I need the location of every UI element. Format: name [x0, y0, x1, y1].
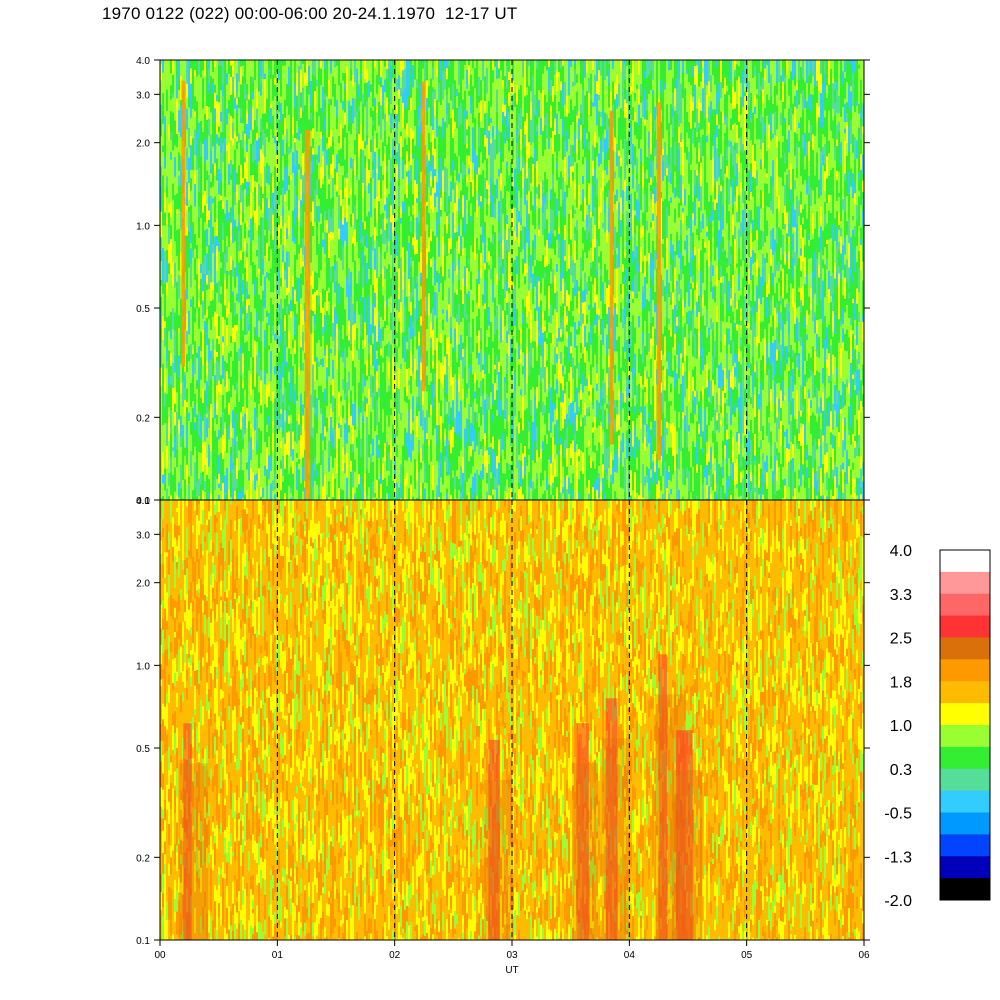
streak — [304, 129, 311, 500]
y-tick-label: 4.0 — [136, 496, 150, 507]
hotspot-halo — [572, 763, 598, 940]
colorbar-label: 3.3 — [890, 587, 912, 604]
colorbar-label: -1.3 — [884, 849, 912, 866]
x-tick-label: 03 — [506, 950, 518, 961]
colorbar-label: 4.0 — [890, 543, 912, 560]
colorbar-swatch — [940, 659, 990, 682]
colorbar-swatch — [940, 790, 990, 813]
chart-title: 1970 0122 (022) 00:00-06:00 20-24.1.1970… — [102, 4, 517, 24]
y-tick-label: 4.0 — [136, 56, 150, 67]
hotspot-halo — [601, 738, 631, 940]
hotspot — [576, 723, 589, 940]
colorbar-swatch — [940, 637, 990, 660]
upper-spectrogram-panel — [160, 60, 864, 500]
colorbar-label: -2.0 — [884, 893, 912, 910]
colorbar-label: 1.8 — [890, 674, 912, 691]
y-tick-label: 0.1 — [136, 496, 150, 507]
colorbar-swatch — [940, 703, 990, 726]
hotspot — [605, 698, 618, 940]
x-tick-label: 05 — [741, 950, 753, 961]
colorbar-frame — [939, 549, 991, 901]
colorbar-swatch — [940, 725, 990, 748]
hotspot-halo — [484, 779, 514, 940]
streak — [656, 102, 661, 461]
colorbar-swatch — [940, 615, 990, 638]
colorbar-swatch — [940, 812, 990, 835]
colorbar-swatch — [940, 768, 990, 792]
colorbar: 4.0 3.3 2.5 1.8 1.0 0.3 -0.5 -1.3 -2.0 — [884, 543, 991, 910]
y-tick-label: 0.1 — [136, 936, 150, 947]
x-axis-label: UT — [505, 965, 518, 976]
colorbar-swatch — [940, 856, 990, 879]
streak — [181, 80, 186, 367]
x-tick-label: 02 — [389, 950, 401, 961]
colorbar-label: -0.5 — [884, 806, 912, 823]
y-tick-label: 3.0 — [136, 530, 150, 541]
hotspot-halo — [672, 770, 703, 940]
colorbar-swatch — [940, 746, 990, 770]
colorbar-swatch — [940, 834, 990, 857]
hotspot — [658, 654, 668, 940]
lower-spectrogram-panel — [160, 500, 864, 940]
x-tick-label: 01 — [272, 950, 284, 961]
y-tick-label: 2.0 — [136, 139, 150, 150]
hotspot — [488, 739, 500, 940]
colorbar-swatch — [940, 681, 990, 704]
x-tick-label: 04 — [624, 950, 636, 961]
axes: 4.03.02.01.00.50.20.14.03.02.01.00.50.20… — [136, 56, 870, 976]
colorbar-swatch — [940, 550, 990, 573]
y-tick-label: 3.0 — [136, 90, 150, 101]
y-tick-label: 1.0 — [136, 661, 150, 672]
hotspot-halo — [179, 763, 209, 940]
y-tick-label: 0.5 — [136, 744, 150, 755]
x-tick-label: 06 — [858, 950, 870, 961]
colorbar-swatch — [940, 878, 990, 901]
x-tick-label: 00 — [154, 950, 166, 961]
y-tick-label: 0.2 — [136, 413, 150, 424]
hotspot — [183, 723, 192, 940]
colorbar-label: 2.5 — [890, 631, 912, 648]
colorbar-swatch — [940, 593, 990, 617]
colorbar-label: 1.0 — [890, 718, 912, 735]
streak — [422, 81, 426, 392]
y-tick-label: 2.0 — [136, 579, 150, 590]
y-tick-label: 0.5 — [136, 304, 150, 315]
streak — [609, 110, 614, 445]
y-tick-label: 1.0 — [136, 221, 150, 232]
colorbar-label: 0.3 — [890, 762, 912, 779]
colorbar-swatch — [940, 571, 990, 595]
y-tick-label: 0.2 — [136, 853, 150, 864]
hotspot — [676, 730, 693, 940]
